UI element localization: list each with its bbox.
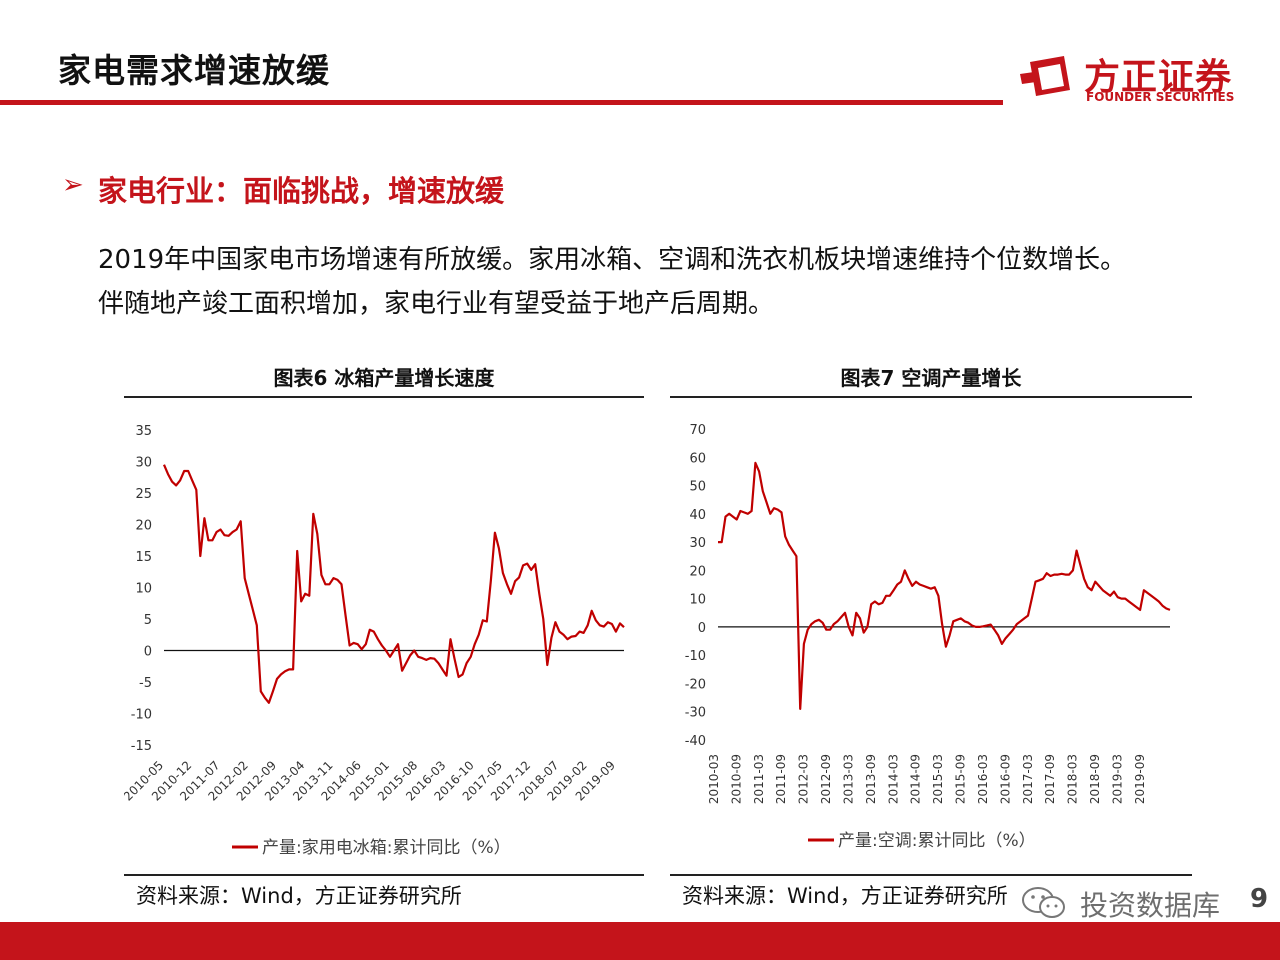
logo-en-text: FOUNDER SECURITIES [1086, 90, 1235, 104]
chart2-y-tick-label: -40 [685, 734, 706, 749]
chart1-y-tick-label: 10 [135, 582, 152, 597]
company-logo: 方正证券 FOUNDER SECURITIES [1020, 46, 1240, 108]
chart1-legend-label: 产量:家用电冰箱:累计同比（%） [262, 838, 511, 858]
chart1-y-tick-label: -5 [139, 676, 152, 691]
chart2-x-tick-label: 2014-03 [886, 754, 900, 804]
chart2-x-tick-label: 2016-09 [998, 754, 1012, 804]
chart2-x-tick-label: 2016-03 [976, 754, 990, 804]
chart2-y-tick-label: 30 [689, 536, 706, 551]
chart1-y-tick-label: 35 [135, 424, 152, 439]
chart1-y-tick-label: -15 [131, 739, 152, 754]
chart2-legend-label: 产量:空调:累计同比（%） [838, 831, 1036, 851]
chart2-title: 图表7 空调产量增长 [840, 366, 1022, 390]
arrow-bullet-icon: ➢ [62, 170, 84, 200]
chart2-y-tick-label: 60 [689, 451, 706, 466]
chart1-frame [124, 396, 644, 876]
chart2-x-tick-label: 2015-03 [931, 754, 945, 804]
chart1-y-tick-label: 0 [144, 645, 152, 660]
body-paragraph: 2019年中国家电市场增速有所放缓。家用冰箱、空调和洗衣机板块增速维持个位数增长… [98, 238, 1258, 326]
chart2-x-tick-label: 2018-09 [1088, 754, 1102, 804]
chart2-x-tick-label: 2010-03 [707, 754, 721, 804]
chart2-frame [670, 396, 1192, 876]
section-heading: 家电行业：面临挑战，增速放缓 [98, 174, 505, 208]
footer-bar [0, 922, 1280, 960]
chart2-x-tick-label: 2012-03 [797, 754, 811, 804]
chart2-x-tick-label: 2012-09 [819, 754, 833, 804]
chart1-series-line [162, 464, 625, 704]
chart2-y-tick-label: 70 [689, 423, 706, 438]
page-title: 家电需求增速放缓 [58, 51, 330, 90]
chart2-x-tick-label: 2017-03 [1021, 754, 1035, 804]
logo-cn-text: 方正证券 [1084, 57, 1233, 98]
body-line-2: 伴随地产竣工面积增加，家电行业有望受益于地产后周期。 [98, 289, 775, 319]
founder-logo-icon [1020, 56, 1070, 96]
chart2-x-tick-label: 2018-03 [1066, 754, 1080, 804]
chart2-source: 资料来源：Wind，方正证券研究所 [682, 884, 1008, 908]
chart2-y-tick-label: 10 [689, 593, 706, 608]
chart1-source: 资料来源：Wind，方正证券研究所 [136, 884, 462, 908]
chart1-y-tick-label: 15 [135, 550, 152, 565]
chart2-series-line [718, 461, 1171, 710]
chart2-y-tick-label: 40 [689, 508, 706, 523]
chart2-x-tick-label: 2013-03 [841, 754, 855, 804]
chart2-y-tick-label: 20 [689, 564, 706, 579]
chart2-x-tick-label: 2019-03 [1110, 754, 1124, 804]
chart2-x-tick-label: 2011-09 [774, 754, 788, 804]
chart2-x-tick-label: 2015-09 [954, 754, 968, 804]
chart2-y-tick-label: 0 [698, 621, 706, 636]
chart2-x-tick-label: 2011-03 [752, 754, 766, 804]
watermark-text: 投资数据库 [1080, 889, 1221, 922]
chart2-y-tick-label: 50 [689, 480, 706, 495]
chart2-x-tick-label: 2017-09 [1043, 754, 1057, 804]
chart2-y-tick-label: -30 [685, 706, 706, 721]
chart1-y-tick-label: 25 [135, 487, 152, 502]
chart1-y-tick-label: -10 [131, 708, 152, 723]
title-underline [0, 100, 1003, 105]
chart2-y-tick-label: -20 [685, 677, 706, 692]
chart2-x-tick-label: 2013-09 [864, 754, 878, 804]
page-number: 9 [1250, 884, 1269, 914]
body-line-1: 2019年中国家电市场增速有所放缓。家用冰箱、空调和洗衣机板块增速维持个位数增长… [98, 245, 1127, 275]
chart2-y-tick-label: -10 [685, 649, 706, 664]
chart1-y-tick-label: 30 [135, 456, 152, 471]
chart1-title: 图表6 冰箱产量增长速度 [273, 366, 495, 390]
chart1-fridge-output: 35302520151050-5-10-152010-052010-122011… [124, 424, 625, 858]
chart1-y-tick-label: 5 [144, 613, 152, 628]
chart2-x-tick-label: 2014-09 [909, 754, 923, 804]
chart2-x-tick-label: 2010-09 [729, 754, 743, 804]
wechat-icon [1022, 887, 1065, 918]
chart1-y-tick-label: 20 [135, 519, 152, 534]
chart2-x-tick-label: 2019-09 [1133, 754, 1147, 804]
